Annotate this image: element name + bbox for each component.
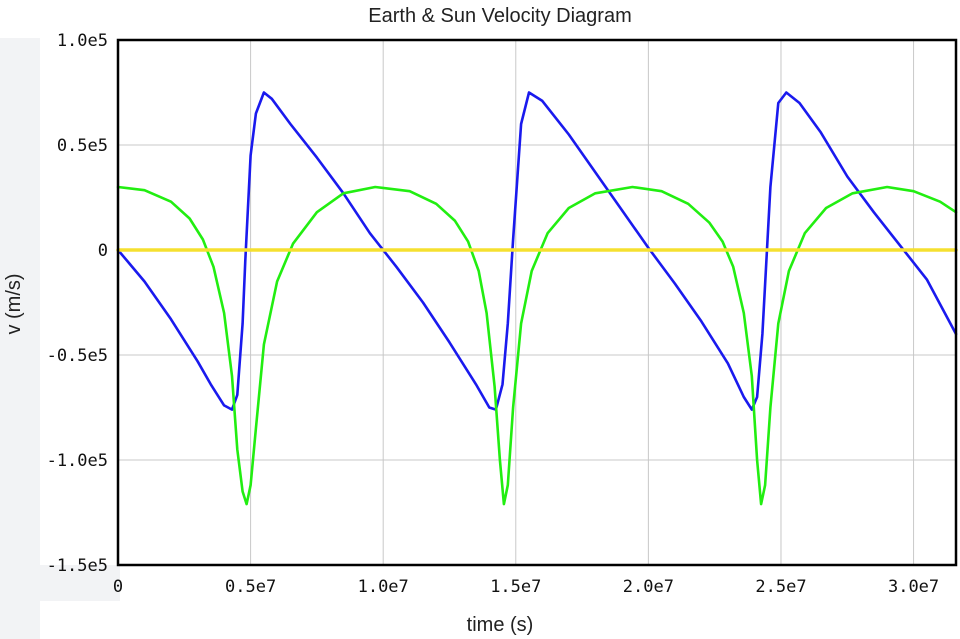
x-tick-label: 2.5e7 — [755, 577, 806, 597]
y-tick-label: -0.5e5 — [47, 346, 108, 366]
sun-velocity-line-green — [116, 185, 958, 506]
bottom-left-panel-background — [0, 565, 120, 601]
left-panel-background — [0, 38, 40, 639]
y-tick-label: 0.5e5 — [57, 136, 108, 156]
plot-border — [116, 38, 958, 567]
x-tick-label: 0.5e7 — [225, 577, 276, 597]
y-tick-label: 1.0e5 — [57, 31, 108, 51]
x-axis-label: time (s) — [467, 614, 534, 636]
y-tick-label: -1.0e5 — [47, 451, 108, 471]
x-tick-label: 2.0e7 — [623, 577, 674, 597]
tick-labels: 0 0.5e7 1.0e7 1.5e7 2.0e7 2.5e7 3.0e7 1.0e5 0.5e… — [47, 31, 940, 597]
y-tick-label: 0 — [98, 241, 108, 261]
y-tick-label: -1.5e5 — [47, 556, 108, 576]
x-tick-label: 1.0e7 — [358, 577, 409, 597]
series-layer — [116, 91, 958, 506]
chart-title: Earth & Sun Velocity Diagram — [368, 5, 631, 27]
x-tick-label: 3.0e7 — [888, 577, 939, 597]
x-tick-label: 1.5e7 — [490, 577, 541, 597]
x-tick-label: 0 — [113, 577, 123, 597]
y-axis-label: v (m/s) — [3, 273, 25, 334]
earth-velocity-line — [116, 91, 958, 411]
